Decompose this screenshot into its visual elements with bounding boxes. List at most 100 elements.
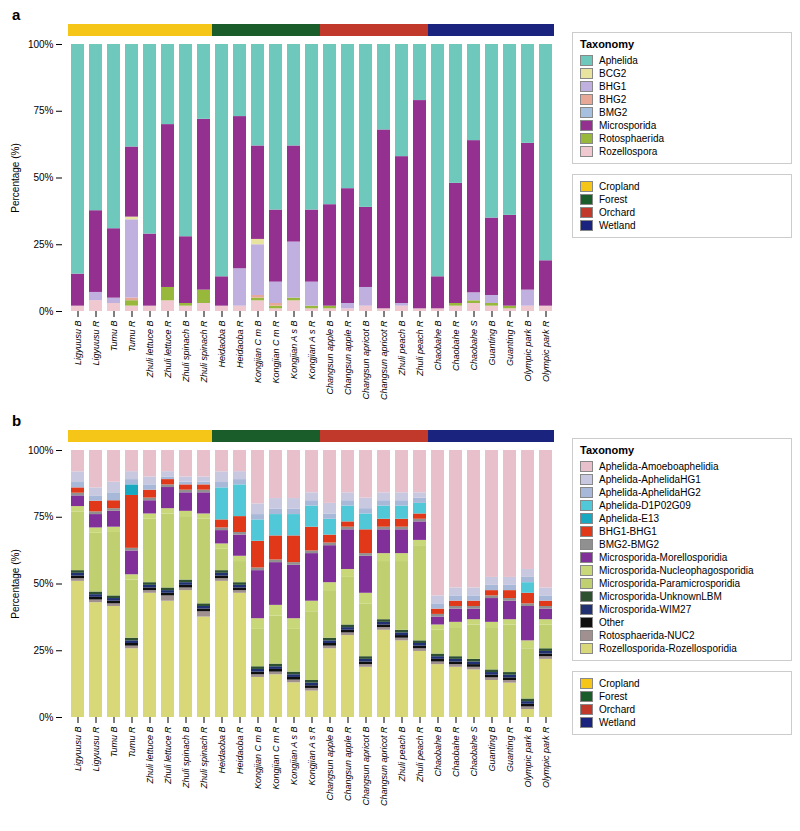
svg-text:Chaobahe B: Chaobahe B xyxy=(433,727,443,777)
svg-text:Zhuli peach R: Zhuli peach R xyxy=(415,726,425,783)
html-text:Microsporida-Morellosporidia: Microsporida-Morellosporidia xyxy=(599,552,728,563)
html-text:Rozellosporida-Rozellosporidia: Rozellosporida-Rozellosporidia xyxy=(599,643,737,654)
html-text:Taxonomy: Taxonomy xyxy=(580,38,635,50)
svg-text:Olympic park R: Olympic park R xyxy=(541,320,551,382)
html-text:Microsporida-WIM27: Microsporida-WIM27 xyxy=(599,604,692,615)
html-text:b: b xyxy=(12,412,22,429)
html-text:BMG2: BMG2 xyxy=(599,107,628,118)
svg-text:Kongjian C m B: Kongjian C m B xyxy=(253,727,263,790)
svg-text:0%: 0% xyxy=(39,306,54,317)
svg-text:Zhuli spinach B: Zhuli spinach B xyxy=(181,321,191,384)
html-text:Microsporida-UnknownLBM: Microsporida-UnknownLBM xyxy=(599,591,722,602)
svg-text:Kongjian A s R: Kongjian A s R xyxy=(307,726,317,785)
svg-text:75%: 75% xyxy=(33,105,53,116)
svg-text:Guanting B: Guanting B xyxy=(487,727,497,772)
svg-text:Zhuli peach R: Zhuli peach R xyxy=(415,320,425,377)
html-text:Taxonomy: Taxonomy xyxy=(580,444,635,456)
svg-text:Olympic park B: Olympic park B xyxy=(523,321,533,382)
svg-text:Tumu B: Tumu B xyxy=(109,727,119,758)
svg-text:Zhuli lettuce B: Zhuli lettuce B xyxy=(145,727,155,785)
svg-text:Kongjian C m R: Kongjian C m R xyxy=(271,726,281,790)
svg-text:Kongjian C m B: Kongjian C m B xyxy=(253,321,263,384)
html-text:BHG2: BHG2 xyxy=(599,94,627,105)
svg-text:Kongjian C m R: Kongjian C m R xyxy=(271,320,281,384)
html-text:Orchard: Orchard xyxy=(599,207,636,218)
svg-text:Guanting R: Guanting R xyxy=(505,320,515,366)
svg-text:Tumu R: Tumu R xyxy=(127,726,137,758)
html-text:Microsporida-Paramicrosporidia: Microsporida-Paramicrosporidia xyxy=(599,578,741,589)
svg-text:50%: 50% xyxy=(33,172,53,183)
svg-text:Ligyuusu B: Ligyuusu B xyxy=(73,727,83,772)
svg-text:Guanting B: Guanting B xyxy=(487,321,497,366)
svg-text:Percentage (%): Percentage (%) xyxy=(10,143,21,212)
svg-text:Kongjian A s B: Kongjian A s B xyxy=(289,321,299,379)
html-text:Microsporida: Microsporida xyxy=(599,120,657,131)
html-text:Wetland: Wetland xyxy=(599,717,636,728)
html-text:Forest: Forest xyxy=(599,194,628,205)
html-text:Microsporida-Nucleophagosporid: Microsporida-Nucleophagosporidia xyxy=(599,565,754,576)
html-text:BMG2-BMG2: BMG2-BMG2 xyxy=(599,539,659,550)
svg-text:Guanting R: Guanting R xyxy=(505,726,515,772)
svg-text:Ligyuusu R: Ligyuusu R xyxy=(91,726,101,772)
svg-text:0%: 0% xyxy=(39,712,54,723)
html-text:Aphelida-Amoeboaphelidia: Aphelida-Amoeboaphelidia xyxy=(599,461,719,472)
svg-text:Ligyuusu B: Ligyuusu B xyxy=(73,321,83,366)
html-text:Cropland: Cropland xyxy=(599,678,640,689)
html-text:Wetland: Wetland xyxy=(599,220,636,231)
html-text:Forest: Forest xyxy=(599,691,628,702)
svg-text:Changsun apricot R: Changsun apricot R xyxy=(379,726,389,806)
html-text:Rotosphaerida-NUC2: Rotosphaerida-NUC2 xyxy=(599,630,695,641)
svg-text:Percentage (%): Percentage (%) xyxy=(10,549,21,618)
html-text:BHG1-BHG1: BHG1-BHG1 xyxy=(599,526,657,537)
svg-text:Tumu R: Tumu R xyxy=(127,320,137,352)
svg-text:Changsun apricot B: Changsun apricot B xyxy=(361,727,371,806)
svg-text:Changsun apple R: Changsun apple R xyxy=(343,320,353,395)
svg-text:Zhuli peach B: Zhuli peach B xyxy=(397,321,407,377)
svg-text:Changsun apricot R: Changsun apricot R xyxy=(379,320,389,400)
html-text:Rozellospora: Rozellospora xyxy=(599,146,658,157)
svg-text:Kongjian A s B: Kongjian A s B xyxy=(289,727,299,785)
html-text:Other: Other xyxy=(599,617,624,628)
svg-text:Ligyuusu R: Ligyuusu R xyxy=(91,320,101,366)
svg-text:Chaobahe B: Chaobahe B xyxy=(433,321,443,371)
svg-text:Zhuli lettuce R: Zhuli lettuce R xyxy=(163,726,173,785)
svg-text:Changsun apple B: Changsun apple B xyxy=(325,727,335,801)
svg-text:100%: 100% xyxy=(28,445,54,456)
svg-text:Heidaoba R: Heidaoba R xyxy=(235,320,245,368)
svg-text:100%: 100% xyxy=(28,39,54,50)
svg-text:Zhuli spinach R: Zhuli spinach R xyxy=(199,726,209,790)
svg-text:Heidaoba R: Heidaoba R xyxy=(235,726,245,774)
svg-text:Olympic park R: Olympic park R xyxy=(541,726,551,788)
svg-text:Chaobahe R: Chaobahe R xyxy=(451,320,461,371)
html-text:Aphelida-AphelidaHG2: Aphelida-AphelidaHG2 xyxy=(599,487,701,498)
html-text:Aphelida-AphelidaHG1: Aphelida-AphelidaHG1 xyxy=(599,474,701,485)
svg-text:Olympic park B: Olympic park B xyxy=(523,727,533,788)
svg-text:Zhuli spinach R: Zhuli spinach R xyxy=(199,320,209,384)
svg-text:Heidaoba B: Heidaoba B xyxy=(217,727,227,774)
svg-text:Tumu B: Tumu B xyxy=(109,321,119,352)
svg-text:25%: 25% xyxy=(33,239,53,250)
html-text:Aphelida-E13: Aphelida-E13 xyxy=(599,513,659,524)
html-text:Aphelida-D1P02G09: Aphelida-D1P02G09 xyxy=(599,500,691,511)
svg-text:Zhuli peach B: Zhuli peach B xyxy=(397,727,407,783)
svg-text:Changsun apple R: Changsun apple R xyxy=(343,726,353,801)
svg-text:Changsun apple B: Changsun apple B xyxy=(325,321,335,395)
svg-text:Zhuli lettuce R: Zhuli lettuce R xyxy=(163,320,173,379)
svg-text:Chaobahe R: Chaobahe R xyxy=(451,726,461,777)
svg-text:Zhuli lettuce B: Zhuli lettuce B xyxy=(145,321,155,379)
svg-text:50%: 50% xyxy=(33,578,53,589)
svg-text:Chaobahe S: Chaobahe S xyxy=(469,727,479,777)
html-text:Orchard: Orchard xyxy=(599,704,636,715)
svg-text:Changsun apricot B: Changsun apricot B xyxy=(361,321,371,400)
svg-text:25%: 25% xyxy=(33,645,53,656)
html-text:Cropland: Cropland xyxy=(599,181,640,192)
html-text:BHG1: BHG1 xyxy=(599,81,627,92)
svg-text:Heidaoba B: Heidaoba B xyxy=(217,321,227,368)
svg-text:Kongjian A s R: Kongjian A s R xyxy=(307,320,317,379)
svg-text:75%: 75% xyxy=(33,511,53,522)
svg-text:Chaobahe S: Chaobahe S xyxy=(469,321,479,371)
svg-text:Zhuli spinach B: Zhuli spinach B xyxy=(181,727,191,790)
html-text:Aphelida: Aphelida xyxy=(599,55,638,66)
html-text:Rotosphaerida: Rotosphaerida xyxy=(599,133,664,144)
html-text:BCG2: BCG2 xyxy=(599,68,627,79)
